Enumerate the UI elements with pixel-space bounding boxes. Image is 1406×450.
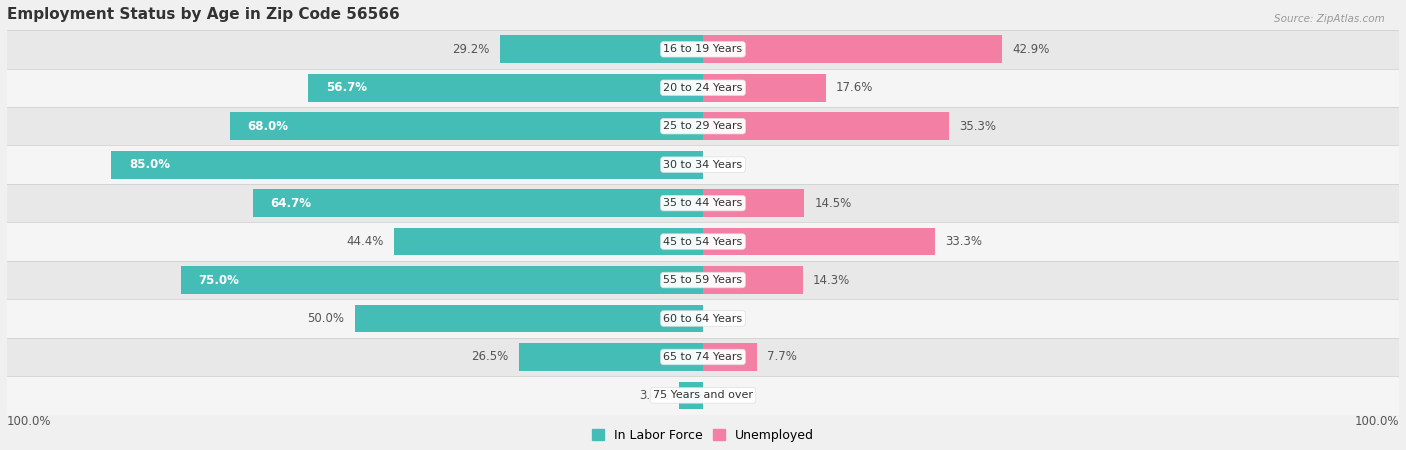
- Bar: [308, 74, 703, 102]
- Bar: [354, 305, 703, 333]
- Text: 45 to 54 Years: 45 to 54 Years: [664, 237, 742, 247]
- Text: 60 to 64 Years: 60 to 64 Years: [664, 314, 742, 324]
- Text: 26.5%: 26.5%: [471, 351, 508, 364]
- Text: 0.0%: 0.0%: [713, 312, 742, 325]
- Bar: [679, 382, 703, 409]
- Bar: [229, 112, 703, 140]
- Text: 100.0%: 100.0%: [1354, 414, 1399, 428]
- Bar: [7, 184, 1399, 222]
- Text: 20 to 24 Years: 20 to 24 Years: [664, 83, 742, 93]
- Bar: [111, 151, 703, 179]
- Text: 7.7%: 7.7%: [768, 351, 797, 364]
- Bar: [703, 112, 949, 140]
- Bar: [7, 338, 1399, 376]
- Text: 17.6%: 17.6%: [837, 81, 873, 94]
- Text: 16 to 19 Years: 16 to 19 Years: [664, 44, 742, 54]
- Bar: [7, 222, 1399, 261]
- Bar: [7, 299, 1399, 338]
- Text: 0.0%: 0.0%: [713, 158, 742, 171]
- Text: 65 to 74 Years: 65 to 74 Years: [664, 352, 742, 362]
- Text: 30 to 34 Years: 30 to 34 Years: [664, 160, 742, 170]
- Text: 14.5%: 14.5%: [814, 197, 852, 210]
- Bar: [7, 376, 1399, 414]
- Bar: [7, 30, 1399, 68]
- Bar: [7, 145, 1399, 184]
- Text: 35 to 44 Years: 35 to 44 Years: [664, 198, 742, 208]
- Text: 44.4%: 44.4%: [346, 235, 384, 248]
- Text: 42.9%: 42.9%: [1012, 43, 1049, 56]
- Bar: [703, 228, 935, 256]
- Bar: [703, 36, 1001, 63]
- Text: Employment Status by Age in Zip Code 56566: Employment Status by Age in Zip Code 565…: [7, 7, 399, 22]
- Text: 100.0%: 100.0%: [7, 414, 52, 428]
- Bar: [7, 68, 1399, 107]
- Text: 3.4%: 3.4%: [640, 389, 669, 402]
- Bar: [703, 189, 804, 217]
- Text: 55 to 59 Years: 55 to 59 Years: [664, 275, 742, 285]
- Bar: [703, 343, 756, 371]
- Bar: [519, 343, 703, 371]
- Text: 75 Years and over: 75 Years and over: [652, 391, 754, 401]
- Text: 64.7%: 64.7%: [270, 197, 311, 210]
- Text: 85.0%: 85.0%: [129, 158, 170, 171]
- Text: 25 to 29 Years: 25 to 29 Years: [664, 121, 742, 131]
- Bar: [703, 266, 803, 294]
- Text: Source: ZipAtlas.com: Source: ZipAtlas.com: [1274, 14, 1385, 23]
- Bar: [253, 189, 703, 217]
- Text: 33.3%: 33.3%: [945, 235, 983, 248]
- Text: 56.7%: 56.7%: [326, 81, 367, 94]
- Text: 50.0%: 50.0%: [308, 312, 344, 325]
- Bar: [703, 74, 825, 102]
- Legend: In Labor Force, Unemployed: In Labor Force, Unemployed: [586, 424, 820, 447]
- Bar: [181, 266, 703, 294]
- Bar: [499, 36, 703, 63]
- Text: 0.0%: 0.0%: [713, 389, 742, 402]
- Bar: [7, 261, 1399, 299]
- Text: 68.0%: 68.0%: [247, 120, 288, 133]
- Text: 35.3%: 35.3%: [959, 120, 995, 133]
- Text: 75.0%: 75.0%: [198, 274, 239, 287]
- Bar: [7, 107, 1399, 145]
- Bar: [394, 228, 703, 256]
- Text: 29.2%: 29.2%: [451, 43, 489, 56]
- Text: 14.3%: 14.3%: [813, 274, 851, 287]
